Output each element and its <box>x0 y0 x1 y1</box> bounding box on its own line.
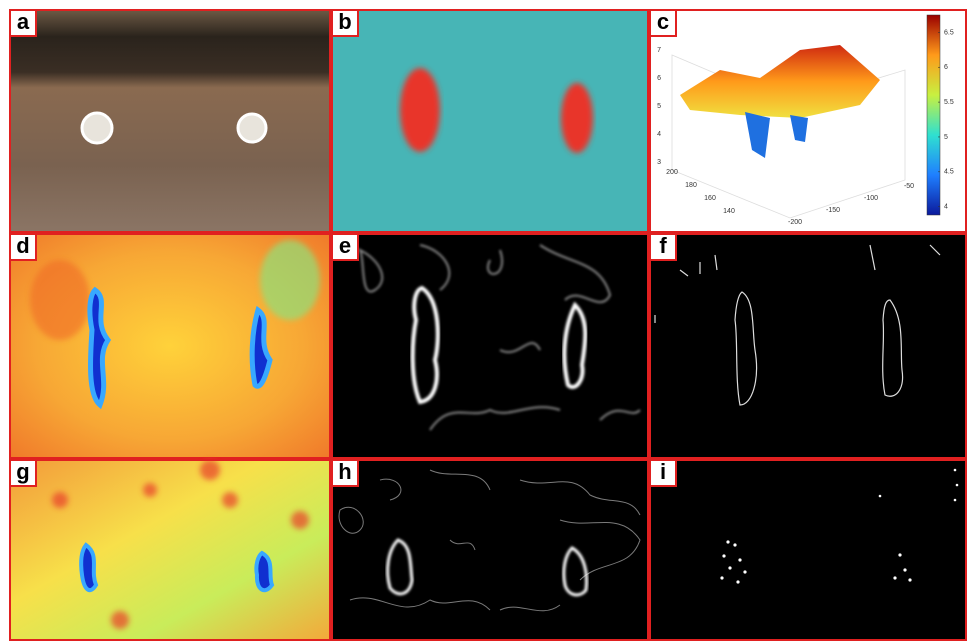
panel-e <box>332 234 648 458</box>
panel-f <box>650 234 966 458</box>
panel-label: i <box>660 459 666 484</box>
panel-d <box>10 234 330 458</box>
panel-label: b <box>338 9 351 34</box>
colorbar-tick-label: 5 <box>944 134 948 141</box>
y-tick-label: 200 <box>666 169 678 176</box>
panel-c <box>650 10 966 232</box>
panel-label: e <box>339 233 351 258</box>
y-tick-label: 180 <box>685 182 697 189</box>
panel-i <box>650 460 966 640</box>
colorbar-tick-label: 4.5 <box>944 169 954 176</box>
y-tick-label: 140 <box>723 208 735 215</box>
panel-h <box>332 460 648 640</box>
x-tick-label: -150 <box>826 207 840 214</box>
x-tick-label: -200 <box>788 219 802 226</box>
x-tick-label: -50 <box>904 183 914 190</box>
colorbar-tick-label: 5.5 <box>944 99 954 106</box>
colorbar-tick-label: 6 <box>944 64 948 71</box>
figure: a b c d e f g h i 3 4 5 6 7 200 180 160 140 -200 -150 -100 -5… <box>0 0 968 642</box>
panel-label: c <box>657 9 669 34</box>
panel-b <box>332 10 648 232</box>
colorbar-tick-label: 4 <box>944 203 948 210</box>
z-tick-label: 3 <box>657 159 661 166</box>
panel-label: g <box>16 459 29 484</box>
colorbar-tick-label: 6.5 <box>944 29 954 36</box>
y-tick-label: 160 <box>704 195 716 202</box>
x-tick-label: -100 <box>864 195 878 202</box>
panel-label: h <box>338 459 351 484</box>
z-tick-label: 4 <box>657 131 661 138</box>
panel-label: d <box>16 233 29 258</box>
panel-g <box>10 460 330 640</box>
z-tick-label: 7 <box>657 47 661 54</box>
panel-label: a <box>17 9 30 34</box>
panel-label: f <box>659 233 667 258</box>
z-tick-label: 5 <box>657 103 661 110</box>
z-tick-label: 6 <box>657 75 661 82</box>
panel-a <box>10 10 330 232</box>
